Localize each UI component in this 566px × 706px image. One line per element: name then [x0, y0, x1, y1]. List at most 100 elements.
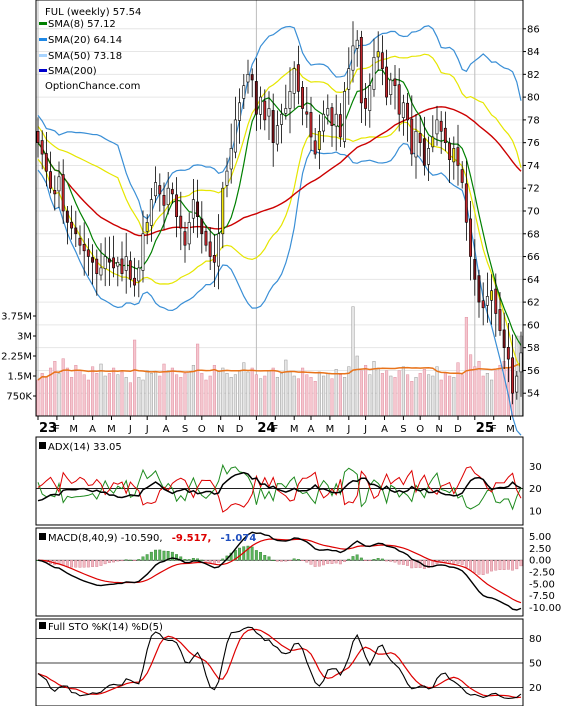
macd-histogram-bar — [506, 560, 510, 570]
candle-body — [233, 119, 237, 153]
candle-body — [355, 39, 359, 49]
candle-body — [519, 352, 523, 373]
macd-histogram-bar — [322, 560, 325, 566]
volume-bar — [229, 377, 233, 417]
volume-bar — [78, 370, 82, 417]
volume-bar — [196, 343, 200, 417]
keltner-upper-line — [37, 53, 522, 235]
time-axis-label: O — [416, 424, 424, 435]
macd-histogram-bar — [296, 559, 300, 561]
macd-histogram-bar — [280, 560, 283, 562]
macd-histogram-bar — [452, 560, 456, 564]
candle-body — [179, 215, 183, 229]
macd-histogram-bar — [191, 558, 195, 561]
macd-histogram-bar — [107, 560, 111, 564]
candle-body — [95, 258, 99, 275]
macd-histogram-bar — [410, 560, 414, 569]
macd-histogram-bar — [212, 560, 216, 564]
candle-body — [53, 190, 57, 195]
volume-bar — [70, 377, 74, 417]
volume-bar — [473, 366, 477, 417]
candle-body — [116, 261, 120, 267]
macd-histogram-bar — [120, 560, 124, 562]
sto-swatch — [39, 622, 46, 629]
candle-body — [448, 142, 451, 161]
macd-histogram-bar — [385, 560, 388, 562]
candle-body — [187, 222, 191, 245]
volume-bar — [112, 367, 116, 417]
macd-histogram-bar — [166, 551, 170, 561]
candle-body — [414, 131, 418, 158]
candle-body — [267, 108, 271, 117]
candle-body — [162, 195, 166, 206]
candle-body — [511, 357, 514, 394]
legend-swatch-sma8 — [39, 22, 47, 25]
candle-body — [347, 68, 351, 90]
macd-histogram-bar — [305, 560, 309, 563]
macd-histogram-bar — [196, 558, 200, 561]
time-axis-label: M — [69, 424, 78, 435]
macd-line — [37, 531, 522, 611]
candle-body — [229, 148, 233, 170]
time-axis-label: F — [491, 424, 497, 435]
candle-body — [326, 108, 330, 116]
macd-histogram-bar — [238, 547, 242, 561]
volume-bar — [183, 373, 187, 417]
adx-tick-label: 20 — [529, 484, 542, 495]
volume-bar — [322, 375, 326, 417]
volume-bar — [301, 367, 305, 417]
price-tick-label: 76 — [527, 138, 540, 149]
volume-bar — [498, 365, 502, 417]
candle-body — [204, 230, 208, 246]
macd-histogram-bar — [397, 560, 401, 565]
macd-histogram-bar — [368, 560, 372, 562]
candle-body — [456, 147, 460, 166]
volume-bar — [464, 317, 468, 417]
candle-body — [401, 102, 405, 118]
volume-tick-label: 750K — [6, 392, 32, 403]
volume-bar — [313, 381, 317, 417]
price-tick-label: 74 — [527, 161, 540, 172]
volume-bar — [305, 374, 309, 417]
macd-histogram-bar — [200, 559, 204, 561]
candle-body — [431, 136, 435, 148]
candle-body — [368, 85, 372, 111]
price-tick-label: 78 — [527, 115, 540, 126]
volume-bar — [57, 373, 61, 417]
time-axis-label: M — [107, 424, 116, 435]
macd-histogram-bar — [263, 555, 267, 561]
volume-tick-label: 1.5M — [7, 372, 32, 383]
volume-bar — [238, 370, 242, 417]
macd-histogram-bar — [313, 560, 317, 567]
candle-body — [301, 87, 304, 109]
macd-histogram-bar — [494, 560, 498, 571]
candle-body — [498, 309, 502, 331]
indicator-panels: 10 20 30 -10.00-7.50-5.00-2.500.002.505.00 2… — [36, 462, 561, 699]
volume-bar — [334, 369, 338, 417]
candle-body — [170, 189, 174, 195]
volume-bar — [393, 377, 397, 417]
adx-tick-label: 10 — [529, 506, 542, 517]
macd-histogram-bar — [175, 554, 179, 561]
time-axis-label: D — [454, 424, 462, 435]
macd-histogram-bar — [250, 546, 254, 561]
volume-bar — [191, 365, 195, 417]
sto-tick-label: 50 — [529, 659, 542, 670]
candle-body — [372, 56, 376, 90]
candle-body — [200, 218, 204, 235]
volume-bar — [53, 361, 57, 417]
candle-body — [191, 199, 195, 219]
macd-tick-label: 0.00 — [529, 556, 551, 567]
candle-body — [292, 68, 296, 94]
candle-body — [309, 112, 313, 138]
candle-body — [158, 185, 162, 195]
candle-body — [238, 102, 241, 121]
volume-bar — [212, 365, 216, 417]
macd-histogram-bar — [141, 556, 145, 561]
macd-histogram-bar — [246, 545, 250, 561]
candle-body — [427, 148, 430, 165]
macd-histogram-bar — [473, 560, 477, 573]
candle-body — [145, 222, 149, 232]
time-axis-label: D — [236, 424, 244, 435]
candle-body — [137, 267, 141, 282]
